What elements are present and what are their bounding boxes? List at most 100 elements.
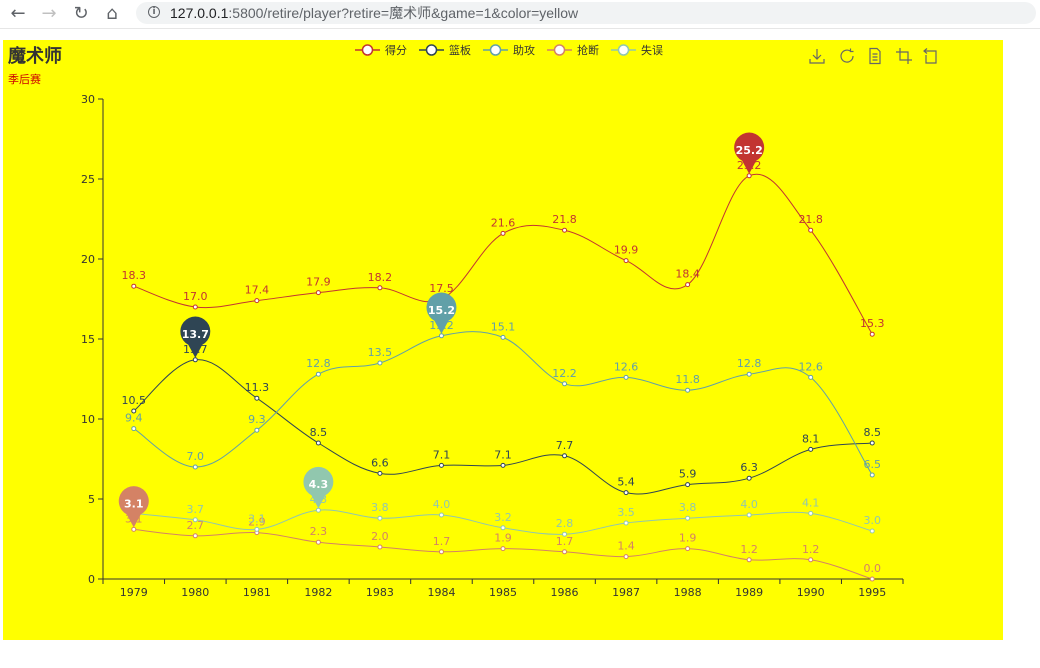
data-point[interactable] [131,426,137,432]
max-marker-label: 13.7 [182,328,209,341]
data-point[interactable] [192,304,198,310]
data-point[interactable] [623,490,629,496]
data-point[interactable] [315,507,321,513]
data-point[interactable] [746,557,752,563]
data-point[interactable] [623,554,629,560]
data-point[interactable] [685,482,691,488]
data-point[interactable] [192,533,198,539]
data-view-icon[interactable] [865,46,885,66]
reload-icon[interactable]: ↻ [73,3,89,24]
data-point[interactable] [685,282,691,288]
data-point[interactable] [438,462,444,468]
data-point[interactable] [254,427,260,433]
data-point[interactable] [869,331,875,337]
data-point[interactable] [500,462,506,468]
url-text[interactable]: 127.0.0.1:5800/retire/player?retire=魔术师&… [170,5,578,21]
data-point[interactable] [623,520,629,526]
data-point[interactable] [746,512,752,518]
data-point[interactable] [562,227,568,233]
save-image-icon[interactable] [807,46,827,66]
chart-subtitle: 季后赛 [8,73,41,86]
data-point[interactable] [131,408,137,414]
legend-item[interactable]: 篮板 [419,43,471,57]
data-point[interactable] [315,539,321,545]
data-point[interactable] [377,515,383,521]
data-point[interactable] [808,446,814,452]
data-point[interactable] [500,546,506,552]
data-point[interactable] [377,544,383,550]
data-point[interactable] [746,173,752,179]
data-point[interactable] [808,510,814,516]
info-icon[interactable]: i [148,6,160,18]
data-point[interactable] [808,374,814,380]
data-point[interactable] [254,395,260,401]
max-marker-label: 15.2 [428,304,455,317]
legend-label: 失误 [641,44,663,57]
restore-icon[interactable] [837,46,857,66]
data-label: 11.8 [675,373,700,386]
y-tick-label: 25 [81,173,95,186]
data-point[interactable] [315,440,321,446]
data-point[interactable] [869,472,875,478]
data-point[interactable] [254,298,260,304]
browser-toolbar: ← → ↻ ⌂ i 127.0.0.1:5800/retire/player?r… [0,0,1040,29]
data-point[interactable] [869,440,875,446]
data-point[interactable] [500,334,506,340]
data-point[interactable] [500,525,506,531]
legend-item[interactable]: 助攻 [483,43,535,57]
data-point[interactable] [377,360,383,366]
legend-item[interactable]: 失误 [611,44,663,57]
data-label: 15.1 [491,320,516,333]
data-point[interactable] [562,549,568,555]
data-point[interactable] [438,333,444,339]
data-label: 1.7 [556,535,574,548]
data-point[interactable] [685,546,691,552]
data-point[interactable] [869,528,875,534]
data-point[interactable] [685,515,691,521]
data-label: 4.0 [740,498,758,511]
zoom-reset-icon[interactable] [921,46,941,66]
data-point[interactable] [192,464,198,470]
data-point[interactable] [500,230,506,236]
data-point[interactable] [192,517,198,523]
data-point[interactable] [254,526,260,532]
legend-item[interactable]: 抢断 [547,43,599,57]
data-point[interactable] [562,531,568,537]
data-label: 21.8 [552,213,577,226]
zoom-icon[interactable] [894,46,914,66]
y-tick-label: 5 [88,493,95,506]
data-label: 1.4 [617,540,635,553]
data-point[interactable] [623,374,629,380]
data-point[interactable] [808,557,814,563]
data-point[interactable] [377,285,383,291]
x-tick-label: 1982 [304,586,332,599]
data-point[interactable] [746,475,752,481]
data-label: 17.4 [245,284,270,297]
max-marker-shape [118,486,149,528]
data-point[interactable] [315,290,321,296]
data-point[interactable] [131,526,137,532]
data-label: 11.3 [245,381,270,394]
data-point[interactable] [192,357,198,363]
data-point[interactable] [685,387,691,393]
max-marker-shape [734,132,765,174]
data-point[interactable] [438,512,444,518]
data-point[interactable] [623,258,629,264]
data-point[interactable] [131,283,137,289]
data-point[interactable] [869,576,875,582]
x-tick-label: 1986 [551,586,579,599]
data-point[interactable] [746,371,752,377]
data-point[interactable] [562,381,568,387]
data-point[interactable] [315,371,321,377]
data-point[interactable] [808,227,814,233]
data-point[interactable] [377,470,383,476]
legend-item[interactable]: 得分 [355,44,407,57]
back-icon[interactable]: ← [10,3,26,24]
max-marker-label: 4.3 [309,478,329,491]
address-bar[interactable]: i 127.0.0.1:5800/retire/player?retire=魔术… [136,2,1036,24]
url-host: 127.0.0.1 [170,5,229,21]
forward-icon[interactable]: → [41,3,57,24]
data-point[interactable] [562,453,568,459]
home-icon[interactable]: ⌂ [106,3,118,24]
data-point[interactable] [438,549,444,555]
